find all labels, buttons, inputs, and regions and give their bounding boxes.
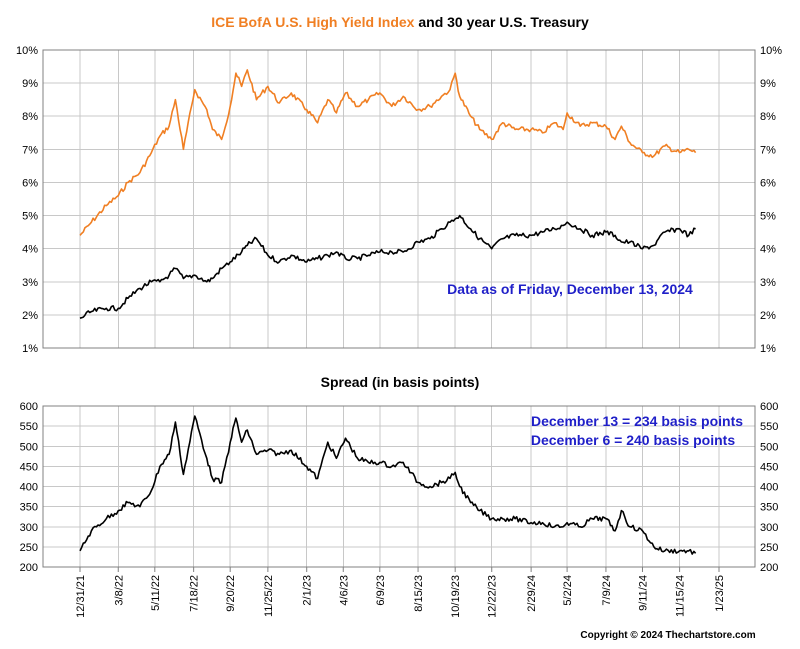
- top-y-tick-left: 3%: [22, 277, 38, 289]
- x-tick-label: 1/23/25: [714, 575, 726, 612]
- top-series-line-1: [79, 214, 696, 319]
- bottom-y-tick-right: 450: [760, 461, 778, 473]
- x-tick-labels: 12/31/21 3/8/22 5/11/22 7/18/22 9/20/22 11/25…: [75, 567, 726, 618]
- x-tick-label: 12/22/23: [487, 575, 499, 618]
- top-y-tick-labels: 1% 1% 2% 2% 3% 3% 4% 4% 5% 5% 6% 6% 7% 7% 8% 8% 9% 9% 10% 1…: [16, 45, 782, 355]
- bottom-y-tick-right: 250: [760, 542, 778, 554]
- bottom-y-tick-labels: 200 200 250 250 300 300 350 350 400 400 450 450 500 5…: [20, 401, 779, 574]
- top-gridlines: [43, 50, 755, 348]
- top-chart-title: ICE BofA U.S. High Yield Index and 30 ye…: [211, 14, 589, 30]
- bottom-y-tick-right: 550: [760, 421, 778, 433]
- bottom-y-tick-left: 550: [20, 421, 38, 433]
- top-y-tick-left: 5%: [22, 211, 38, 223]
- top-y-tick-left: 7%: [22, 144, 38, 156]
- title-treasury-part: and 30 year U.S. Treasury: [414, 14, 589, 30]
- title-hy-part: ICE BofA U.S. High Yield Index: [211, 14, 414, 30]
- x-tick-label: 11/25/22: [263, 575, 275, 617]
- top-y-tick-left: 8%: [22, 111, 38, 123]
- x-tick-label: 7/18/22: [189, 575, 201, 612]
- spread-annotation-dec6: December 6 = 240 basis points: [531, 432, 735, 448]
- x-tick-label: 9/20/22: [225, 575, 237, 612]
- bottom-y-tick-right: 400: [760, 482, 778, 494]
- bottom-y-tick-right: 200: [760, 562, 778, 574]
- bottom-y-tick-right: 500: [760, 441, 778, 453]
- bottom-y-tick-left: 300: [20, 522, 38, 534]
- x-tick-label: 6/9/23: [375, 575, 387, 606]
- bottom-series-lines: [79, 415, 697, 555]
- bottom-y-tick-left: 200: [20, 562, 38, 574]
- x-tick-label: 3/8/22: [113, 575, 125, 606]
- top-y-tick-right: 8%: [760, 111, 776, 123]
- bottom-y-tick-left: 400: [20, 482, 38, 494]
- bottom-y-tick-right: 300: [760, 522, 778, 534]
- top-y-tick-right: 4%: [760, 244, 776, 256]
- top-y-tick-right: 5%: [760, 211, 776, 223]
- x-tick-label: 7/9/24: [601, 575, 613, 606]
- top-y-tick-left: 9%: [22, 78, 38, 90]
- top-y-tick-right: 3%: [760, 277, 776, 289]
- bottom-y-tick-right: 600: [760, 401, 778, 413]
- top-series-line-0: [79, 69, 697, 236]
- data-date-annotation: Data as of Friday, December 13, 2024: [447, 281, 693, 297]
- top-y-tick-left: 10%: [16, 45, 38, 57]
- bottom-chart-title: Spread (in basis points): [321, 374, 480, 390]
- x-tick-label: 10/19/23: [450, 575, 462, 618]
- x-tick-label: 12/31/21: [75, 575, 87, 618]
- top-y-tick-right: 9%: [760, 78, 776, 90]
- top-plot-frame: [42, 49, 756, 349]
- x-tick-label: 4/6/23: [338, 575, 350, 606]
- top-series-lines: [79, 69, 697, 319]
- top-y-tick-left: 6%: [22, 177, 38, 189]
- x-tick-label: 11/15/24: [675, 575, 687, 617]
- bottom-y-tick-left: 350: [20, 502, 38, 514]
- bottom-y-tick-right: 350: [760, 502, 778, 514]
- spread-annotation-dec13: December 13 = 234 basis points: [531, 413, 743, 429]
- top-y-tick-right: 1%: [760, 343, 776, 355]
- bottom-y-tick-left: 450: [20, 461, 38, 473]
- top-y-tick-right: 10%: [760, 45, 782, 57]
- x-tick-label: 2/29/24: [526, 575, 538, 612]
- bottom-y-tick-left: 500: [20, 441, 38, 453]
- bottom-y-tick-left: 250: [20, 542, 38, 554]
- bottom-gridlines: [43, 406, 755, 567]
- x-tick-label: 8/15/23: [413, 575, 425, 612]
- top-y-tick-left: 4%: [22, 244, 38, 256]
- top-y-tick-left: 1%: [22, 343, 38, 355]
- copyright-text: Copyright © 2024 Thechartstore.com: [580, 630, 755, 641]
- top-y-tick-right: 2%: [760, 310, 776, 322]
- x-tick-label: 2/1/23: [302, 575, 314, 606]
- x-tick-label: 5/2/24: [562, 575, 574, 606]
- bottom-series-line-0: [79, 415, 697, 555]
- x-tick-label: 5/11/22: [150, 575, 162, 611]
- x-tick-label: 9/11/24: [637, 575, 649, 611]
- top-y-tick-right: 6%: [760, 177, 776, 189]
- top-y-tick-right: 7%: [760, 144, 776, 156]
- bottom-plot-frame: [42, 405, 756, 568]
- top-y-tick-left: 2%: [22, 310, 38, 322]
- bottom-y-tick-left: 600: [20, 401, 38, 413]
